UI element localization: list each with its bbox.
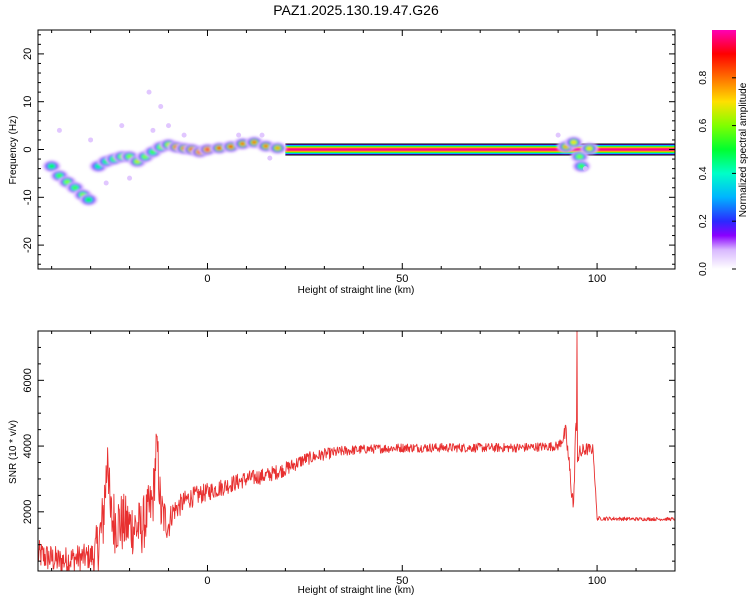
spectral-speckle	[119, 123, 125, 129]
y-tick-label: 2000	[22, 500, 34, 524]
y-tick-label: -20	[22, 237, 34, 253]
spectral-blob-layer	[85, 197, 92, 202]
spectral-blob-layer	[64, 180, 71, 184]
spectral-speckle	[259, 132, 265, 138]
spectral-blob	[564, 136, 583, 149]
spectral-band-layer	[285, 148, 675, 151]
spectrogram-ticks: 0 50 100 -20 -10 0 10 20	[22, 30, 676, 285]
y-tick-label: 4000	[22, 434, 34, 458]
colorbar: 0.0 0.2 0.4 0.6 0.8 Normalized spectral ampl…	[698, 30, 749, 276]
spectral-blob-layer	[48, 164, 55, 169]
spectral-blob-layer	[56, 173, 63, 178]
spectral-blob	[79, 193, 98, 206]
snr-frame	[37, 330, 676, 572]
spectral-blob-layer	[72, 185, 78, 190]
y-tick-label: 6000	[22, 368, 34, 392]
x-tick-label: 50	[396, 273, 408, 285]
colorbar-tick-label: 0.8	[698, 70, 709, 84]
spectral-speckle	[88, 137, 94, 143]
x-tick-label: 100	[588, 575, 606, 587]
spectrogram-y-axis-label: Frequency (Hz)	[8, 116, 19, 185]
snr-y-axis-label: SNR (10 * v/v)	[8, 420, 19, 484]
spectral-speckle	[56, 127, 62, 133]
colorbar-tick-label: 0.2	[698, 214, 709, 228]
colorbar-ticks: 0.0 0.2 0.4 0.6 0.8	[698, 70, 736, 276]
spectral-speckle	[158, 103, 164, 109]
spectral-speckle	[150, 127, 156, 133]
y-tick-label: 10	[22, 96, 34, 108]
spectral-blob	[42, 160, 61, 173]
x-tick-label: 0	[204, 575, 210, 587]
y-tick-label: -10	[22, 189, 34, 205]
y-tick-label: 20	[22, 48, 34, 60]
snr-series-line	[38, 331, 675, 571]
spectral-blob	[580, 142, 599, 155]
figure-title: PAZ1.2025.130.19.47.G26	[273, 2, 439, 18]
spectral-blob	[570, 150, 589, 163]
spectral-blob-layer	[586, 146, 593, 151]
x-tick-label: 0	[204, 273, 210, 285]
spectral-speckle	[236, 132, 242, 138]
spectral-speckle	[103, 180, 109, 186]
spectral-blob-layer	[251, 140, 258, 145]
snr-x-axis-label: Height of straight line (km)	[298, 585, 415, 596]
spectral-speckle	[127, 175, 133, 181]
colorbar-gradient	[712, 30, 736, 269]
x-tick-label: 50	[396, 575, 408, 587]
spectral-blob-layer	[239, 141, 246, 146]
spectral-speckle	[555, 132, 561, 138]
snr-panel: 0 50 100 2000 4000 6000 Height of straight li…	[8, 330, 676, 596]
spectral-blob-layer	[216, 146, 222, 150]
spectral-blob-layer	[274, 146, 281, 150]
spectral-blob	[268, 142, 287, 155]
spectrogram-marks	[42, 89, 675, 206]
colorbar-tick-label: 0.0	[698, 262, 709, 276]
snr-ticks: 0 50 100 2000 4000 6000	[22, 330, 676, 587]
spectral-speckle	[582, 166, 588, 172]
y-tick-label: 0	[22, 146, 34, 152]
spectral-blob-layer	[263, 144, 269, 149]
colorbar-label: Normalized spectral amplitude	[738, 82, 749, 217]
spectral-blob-layer	[228, 144, 234, 149]
spectral-speckle	[181, 132, 187, 138]
spectral-blob-layer	[570, 140, 577, 145]
spectral-blob	[221, 140, 240, 153]
spectral-blob-layer	[204, 147, 211, 152]
spectrogram-panel: 0 50 100 -20 -10 0 10 20 Height of straight lin…	[8, 29, 676, 296]
colorbar-tick-label: 0.4	[698, 166, 709, 180]
spectral-speckle	[146, 89, 152, 95]
spectral-blob	[572, 160, 591, 173]
x-tick-label: 100	[588, 273, 606, 285]
spectral-speckle	[166, 123, 172, 129]
spectral-blob-layer	[576, 154, 583, 159]
spectrogram-x-axis-label: Height of straight line (km)	[298, 285, 415, 296]
colorbar-tick-label: 0.6	[698, 118, 709, 132]
spectral-blob-layer	[578, 164, 585, 169]
spectral-speckle	[267, 155, 273, 161]
